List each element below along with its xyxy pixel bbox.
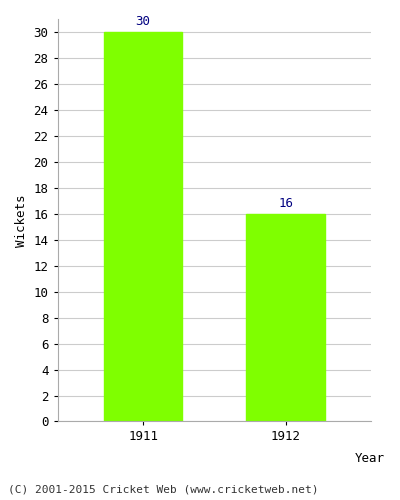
- Text: 30: 30: [136, 16, 150, 28]
- Text: (C) 2001-2015 Cricket Web (www.cricketweb.net): (C) 2001-2015 Cricket Web (www.cricketwe…: [8, 485, 318, 495]
- Y-axis label: Wickets: Wickets: [15, 194, 28, 246]
- Text: Year: Year: [355, 452, 385, 465]
- Text: 16: 16: [278, 197, 293, 210]
- Bar: [104, 32, 182, 422]
- Bar: [246, 214, 325, 422]
